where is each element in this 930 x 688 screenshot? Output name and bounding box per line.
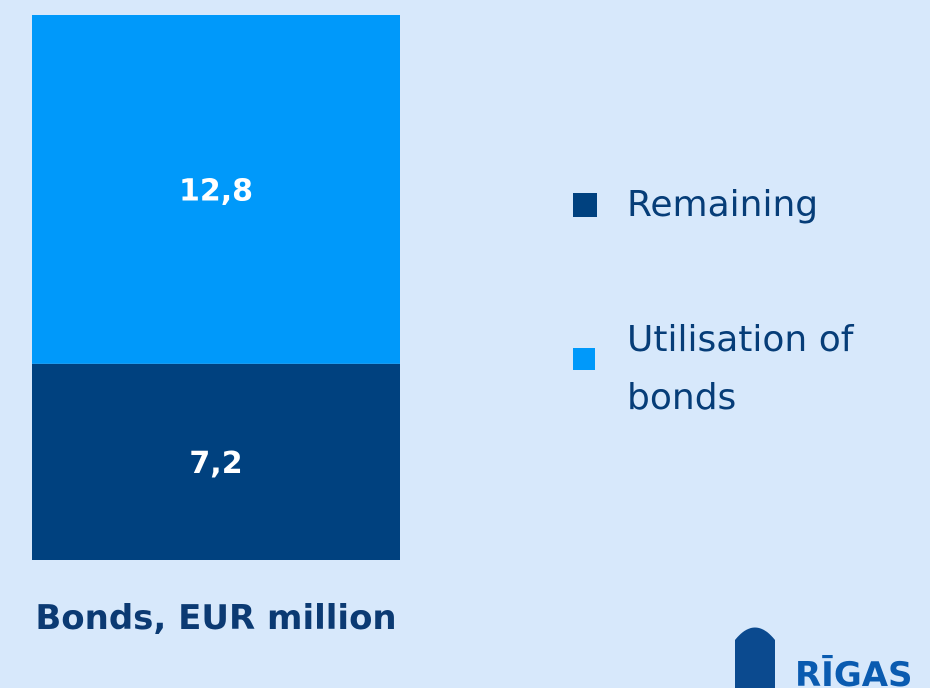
legend-swatch xyxy=(573,193,597,217)
data-label: 7,2 xyxy=(189,446,242,481)
legend-label: Remaining xyxy=(627,184,819,225)
legend-label: Utilisation of bonds xyxy=(627,319,854,418)
bar-segment xyxy=(32,363,400,560)
bar-segment xyxy=(32,15,400,364)
x-tick-label: Bonds, EUR million xyxy=(35,598,397,638)
data-label: 12,8 xyxy=(179,173,253,208)
logo-icon xyxy=(735,627,775,688)
logo-text: RĪGAS xyxy=(795,655,913,688)
legend-swatch xyxy=(573,348,595,370)
